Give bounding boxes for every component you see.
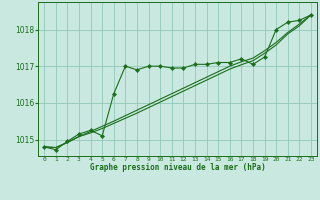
X-axis label: Graphe pression niveau de la mer (hPa): Graphe pression niveau de la mer (hPa) (90, 163, 266, 172)
